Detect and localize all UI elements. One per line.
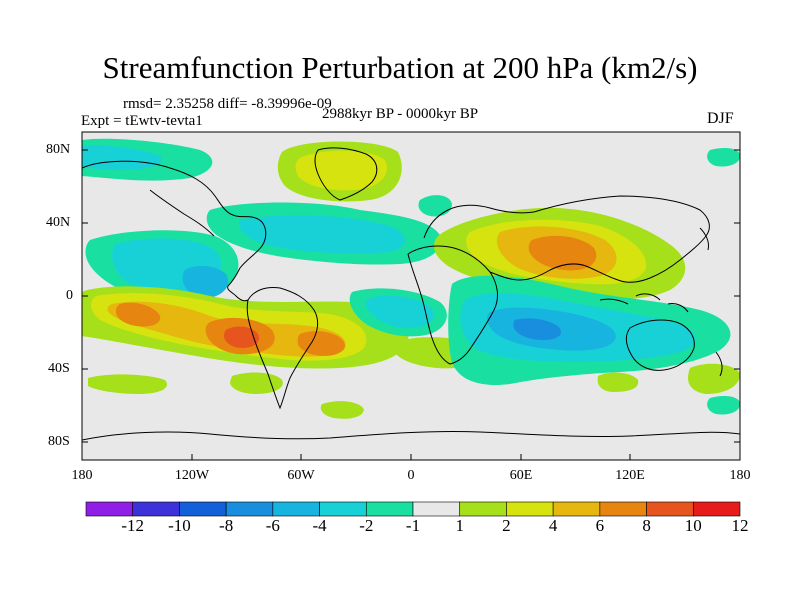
colorbar-swatch (599, 501, 647, 517)
coastline-japan (699, 227, 709, 251)
coastline-europe (423, 204, 535, 239)
colorbar-swatch (179, 501, 227, 517)
colorbar-swatch (85, 501, 134, 517)
lon-label-60w: 60W (287, 468, 315, 483)
contour-pos-core-atlantic (297, 331, 345, 356)
colorbar-tick-label: -4 (312, 516, 327, 535)
coastline-new-zealand (715, 351, 723, 377)
colorbar-tick-label: 6 (595, 516, 605, 535)
coastline-africa (407, 245, 498, 365)
experiment-label: Expt = tEwtv-tevta1 (81, 113, 203, 129)
lat-label-40n: 40N (46, 215, 71, 230)
lat-label-80s: 80S (48, 434, 70, 449)
contour-neg-tropical-atlantic-inner (365, 295, 434, 329)
coastline-south-america (246, 287, 319, 410)
colorbar-swatch (365, 501, 414, 517)
map-field (82, 132, 740, 460)
colorbar-tick-label: 10 (684, 516, 702, 535)
colorbar-tick-label: 8 (642, 516, 651, 535)
colorbar-swatch (319, 501, 367, 517)
lon-label-0: 0 (407, 468, 415, 483)
coastline-maritime-continent (599, 293, 689, 313)
season-label: DJF (707, 110, 734, 127)
lon-label-120e: 120E (615, 468, 645, 483)
contour-neg-indian-ocean-core (513, 318, 562, 340)
contour-pos-southern-east-pacific (687, 363, 740, 394)
lon-label-60e: 60E (509, 468, 533, 483)
contour-pos-southern-west-pacific (320, 401, 364, 419)
colorbar-tick-label: -1 (405, 516, 421, 535)
stats-text: rmsd= 2.35258 diff= -8.39996e-09 (123, 96, 332, 112)
contour-neg-northeast-corner (707, 148, 740, 167)
coastline-australia (625, 319, 695, 371)
colorbar (85, 501, 741, 517)
colorbar-tick-label: 4 (548, 516, 558, 535)
contour-pos-southern-indian (597, 372, 639, 392)
coastline-eurasia (489, 195, 710, 283)
colorbar-tick-label: -12 (121, 516, 145, 535)
colorbar-tick-label: -8 (219, 516, 234, 535)
contour-neg-north-pacific-core (182, 265, 229, 299)
coastline-greenland (314, 147, 378, 201)
colorbar-tick-label: -6 (265, 516, 280, 535)
contour-neg-north-atlantic-inner (238, 215, 405, 254)
lat-label-40s: 40S (48, 361, 70, 376)
colorbar-swatch (646, 501, 694, 517)
contour-pos-southern-pacific (88, 374, 168, 394)
contour-pos-asia-core (528, 235, 597, 271)
coastline-north-america (82, 160, 267, 302)
colorbar-swatch (272, 501, 320, 517)
colorbar-swatch (412, 501, 461, 517)
colorbar-swatch (552, 501, 601, 517)
lon-label-180w: 180 (71, 468, 93, 483)
coastline-alaska (149, 189, 215, 237)
colorbar-swatch (225, 501, 274, 517)
colorbar-tick-label: 2 (502, 516, 511, 535)
contour-pos-greenland-inner (295, 150, 387, 191)
colorbar-tick-label: 1 (455, 516, 464, 535)
colorbar-swatch (692, 501, 741, 517)
contour-pos-core-west (116, 302, 161, 327)
colorbar-swatch (506, 501, 554, 517)
map-title: Streamfunction Perturbation at 200 hPa (… (102, 50, 698, 85)
colorbar-tick-label: -2 (359, 516, 374, 535)
coastline-outline (82, 147, 740, 441)
coastline-antarctica (82, 430, 740, 441)
axis-ticks (81, 149, 741, 460)
colorbar-swatch (459, 501, 507, 517)
lat-label-0: 0 (66, 288, 73, 303)
contour-pos-core-south-america-peak (224, 326, 260, 348)
lon-label-180e: 180 (729, 468, 751, 483)
colorbar-tick-label: 12 (731, 516, 749, 535)
period-label: 2988kyr BP - 0000kyr BP (322, 106, 479, 122)
lat-label-80n: 80N (46, 142, 71, 157)
colorbar-swatch (132, 501, 180, 517)
contour-neg-nw-arctic-inner (82, 145, 162, 170)
lon-label-120w: 120W (174, 468, 210, 483)
contour-neg-east-atlantic (418, 195, 452, 217)
colorbar-tick-label: -10 (168, 516, 191, 535)
contour-neg-south-pacific-east (707, 396, 740, 415)
